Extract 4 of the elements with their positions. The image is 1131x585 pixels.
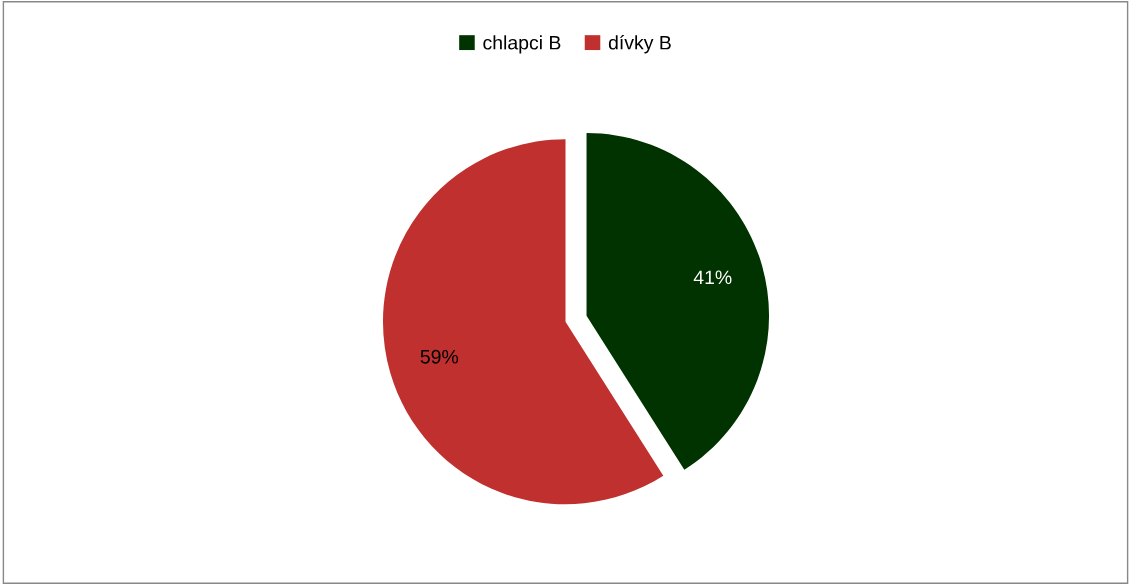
data-label: 41%	[693, 270, 732, 285]
legend-label: dívky B	[608, 35, 671, 54]
legend-label: chlapci B	[483, 35, 561, 54]
data-label: 59%	[420, 349, 459, 364]
